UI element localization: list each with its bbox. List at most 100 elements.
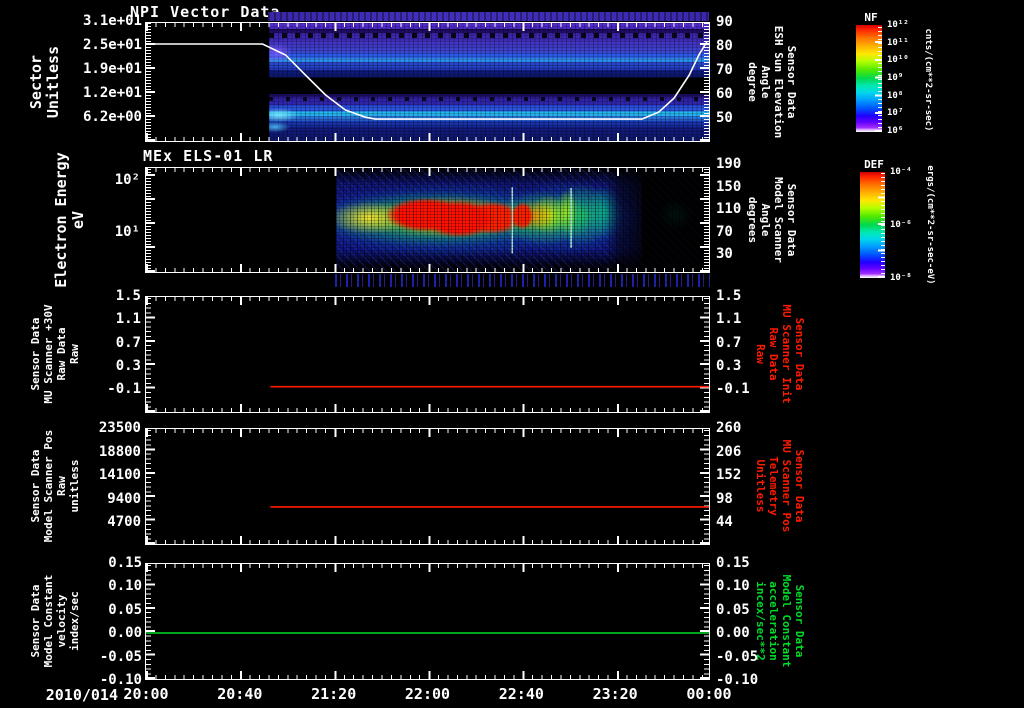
- panel2-title: MEx ELS-01 LR: [143, 147, 274, 165]
- tick-label: 10⁹: [887, 72, 904, 83]
- tick-label: 0.00: [716, 625, 750, 642]
- panel-npi: [145, 22, 710, 142]
- axis-label-line: Sensor Data: [793, 584, 806, 658]
- els-spectrogram-bottom-strip: [335, 274, 710, 287]
- axis-label-line: Model Scanner Pos: [42, 429, 55, 543]
- tick-label: 150: [716, 178, 742, 195]
- tick-label: -0.1: [107, 381, 141, 397]
- npi-spectrogram-top-strip: [268, 12, 709, 21]
- x-tick-label: 22:00: [404, 685, 451, 703]
- panel2-left-tick-labels: 10² 10¹: [100, 172, 140, 240]
- tick-label: 70: [716, 62, 733, 78]
- tick-label: 10¹²: [887, 20, 909, 30]
- axis-label-line: eV: [69, 210, 87, 230]
- tick-label: 260: [716, 420, 742, 436]
- axis-label-line: Sensor Data: [29, 317, 42, 391]
- tick-label: 10⁻⁸: [890, 273, 912, 283]
- tick-label: 14100: [98, 467, 141, 483]
- tick-label: 0.3: [716, 357, 742, 374]
- axis-label-line: Unitless: [44, 45, 62, 119]
- tick-label: -0.1: [716, 381, 750, 397]
- tick-label: 30: [716, 246, 733, 262]
- axis-label-line: Raw: [68, 344, 81, 364]
- tick-label: 2.5e+01: [82, 37, 142, 53]
- panel5-right-tick-labels: 0.15 0.10 0.05 0.00 -0.05 -0.10: [716, 555, 768, 688]
- tick-label: 60: [716, 86, 733, 102]
- tick-label: 206: [716, 443, 742, 460]
- axis-label-line: velocity: [55, 594, 68, 648]
- axis-label-line: Sensor Data: [793, 449, 806, 523]
- panel-model-scanner-pos: [145, 428, 710, 545]
- model-scanner-pos-line: [146, 429, 709, 544]
- panel4-left-axis-label: Sensor Data Model Scanner Pos Raw unitle…: [29, 411, 81, 561]
- axis-label-line: Raw Data: [767, 327, 780, 381]
- axis-label-line: Raw: [754, 344, 767, 364]
- els-spectrogram: [336, 168, 709, 272]
- def-colorbar-tick-labels: 10⁻⁴ 10⁻⁶ 10⁻⁸: [890, 166, 922, 284]
- tick-label: 0.7: [716, 334, 742, 351]
- tick-label: 10⁸: [887, 90, 904, 101]
- axis-label-line: acceleration: [767, 581, 780, 661]
- x-tick-label: 20:00: [123, 685, 169, 703]
- def-colorbar: [860, 172, 885, 278]
- tick-label: 0.05: [108, 601, 142, 618]
- mu-scanner-30v-line: [146, 297, 709, 412]
- panel5-right-axis-label: Sensor Data Model Constant acceleration …: [754, 541, 806, 701]
- x-tick-label: 22:40: [498, 685, 544, 703]
- tick-label: 152: [716, 467, 742, 483]
- panel1-title: NPI Vector Data: [130, 3, 281, 21]
- tick-label: 0.05: [716, 601, 750, 618]
- panel1-right-tick-labels: 90 80 70 60 50: [716, 14, 746, 126]
- tick-label: 10¹¹: [887, 37, 909, 48]
- panel3-left-axis-label: Sensor Data MU Scanner +30V Raw Data Raw: [29, 279, 81, 429]
- tick-label: 190: [716, 156, 742, 172]
- panel1-left-axis-label: Sector Unitless: [27, 7, 62, 157]
- tick-label: 6.2e+00: [82, 109, 142, 125]
- tick-label: 10¹: [114, 224, 140, 240]
- panel2-right-tick-labels: 190 150 110 70 30: [716, 156, 752, 262]
- x-tick-label: 23:20: [592, 685, 638, 703]
- units-text: cnts/(cm**2-sr-sec): [923, 28, 933, 132]
- axis-label-line: degrees: [746, 196, 759, 244]
- panel4-right-tick-labels: 260 206 152 98 44: [716, 420, 756, 530]
- panel-els: [145, 167, 710, 273]
- axis-label-line: Model Scanner: [772, 176, 785, 264]
- nf-colorbar-tick-labels: 10¹² 10¹¹ 10¹⁰ 10⁹ 10⁸ 10⁷ 10⁶: [887, 19, 919, 137]
- tick-label: 1.5: [115, 288, 141, 304]
- tick-label: -0.05: [99, 648, 142, 665]
- def-colorbar-title: DEF: [864, 158, 884, 171]
- axis-label-line: Angle: [759, 65, 772, 99]
- tick-label: 10¹⁰: [887, 55, 909, 66]
- axis-label-line: ESH Sun Elevation: [772, 25, 785, 139]
- axis-label-line: index/sec: [68, 591, 81, 651]
- tick-label: 0.15: [716, 555, 750, 571]
- axis-label-line: Angle: [759, 203, 772, 237]
- tick-label: 1.1: [716, 311, 742, 328]
- tick-label: 44: [716, 514, 733, 530]
- axis-label-line: Unitless: [754, 459, 767, 513]
- tick-label: 10⁻⁴: [890, 167, 912, 177]
- tick-label: 0.7: [115, 334, 141, 351]
- panel3-left-tick-labels: 1.5 1.1 0.7 0.3 -0.1: [95, 288, 141, 397]
- tick-label: -0.10: [99, 671, 142, 688]
- axis-label-line: MU Scanner Init: [780, 304, 793, 404]
- x-tick-label: 20:40: [217, 685, 263, 703]
- x-axis-tick-labels: 20:00 20:40 21:20 22:00 22:40 23:20 00:0…: [122, 686, 733, 702]
- nf-colorbar-title: NF: [864, 11, 878, 24]
- tick-label: 10⁻⁶: [890, 220, 912, 230]
- tick-label: 0.15: [108, 555, 142, 571]
- tick-label: 0.3: [115, 357, 141, 374]
- axis-label-line: Sensor Data: [29, 449, 42, 523]
- tick-label: 23500: [98, 420, 141, 436]
- tick-label: 10²: [114, 172, 140, 188]
- axis-label-line: Telemetry: [767, 456, 780, 516]
- tick-label: 110: [716, 201, 742, 217]
- tick-label: 10⁷: [887, 108, 904, 119]
- axis-label-line: Sensor Data: [785, 183, 798, 257]
- panel3-right-tick-labels: 1.5 1.1 0.7 0.3 -0.1: [716, 288, 762, 397]
- model-constant-velocity-line: [146, 564, 709, 679]
- axis-label-line: Raw: [55, 476, 68, 496]
- axis-label-line: MU Scanner Pos: [780, 439, 793, 533]
- panel-model-constant-velocity: [145, 563, 710, 680]
